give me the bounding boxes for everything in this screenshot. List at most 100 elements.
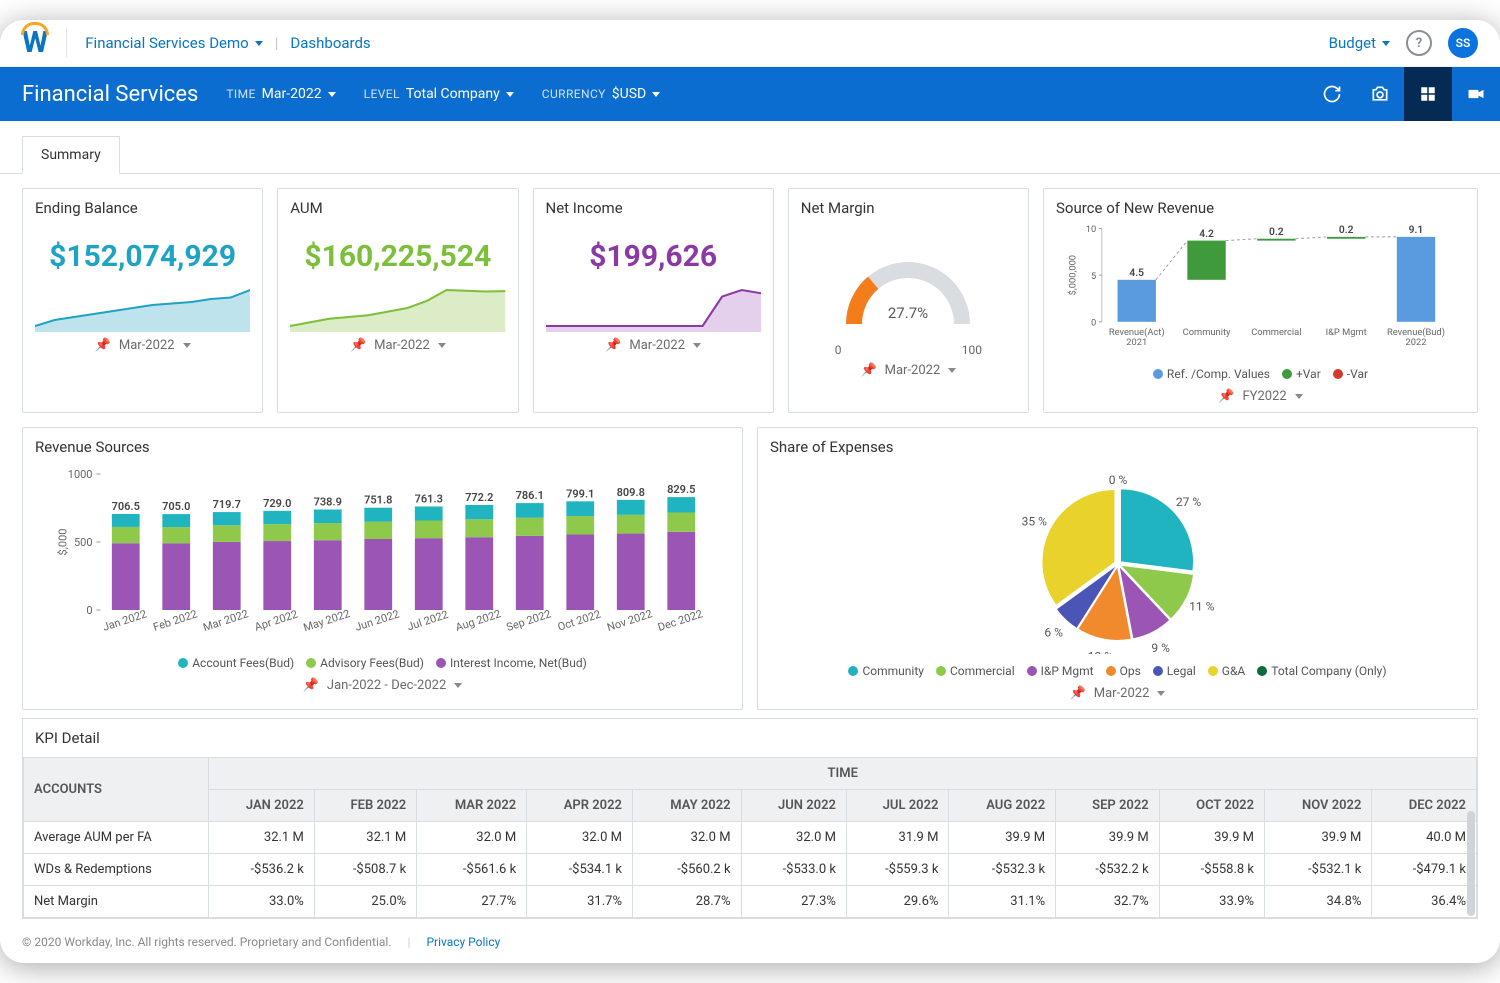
chevron-down-icon (1157, 691, 1165, 696)
svg-text:11 %: 11 % (1189, 600, 1214, 614)
filter-level[interactable]: LEVEL Total Company (364, 86, 514, 102)
svg-text:705.0: 705.0 (162, 500, 190, 513)
pin-icon: 📌 (303, 678, 319, 693)
help-icon[interactable]: ? (1406, 30, 1432, 56)
svg-text:2021: 2021 (1126, 337, 1147, 348)
table-row[interactable]: Net Margin33.0%25.0%27.7%31.7%28.7%27.3%… (24, 886, 1477, 918)
svg-text:$,000: $,000 (57, 529, 70, 556)
chevron-down-icon (948, 368, 956, 373)
breadcrumb-page[interactable]: Dashboards (290, 34, 370, 52)
svg-text:Oct 2022: Oct 2022 (556, 608, 602, 634)
panel-period[interactable]: 📌 Mar-2022 (546, 332, 761, 353)
panel-period[interactable]: 📌 Mar-2022 (801, 357, 1016, 378)
svg-text:35 %: 35 % (1021, 514, 1046, 528)
page-title: Financial Services (22, 82, 198, 107)
pie-chart: 27 %11 %9 %12 %6 %35 %0 % (968, 464, 1268, 654)
svg-text:0: 0 (1091, 318, 1096, 329)
filter-time[interactable]: TIME Mar-2022 (226, 86, 335, 102)
topbar: W Financial Services Demo | Dashboards B… (0, 20, 1500, 67)
filter-bar: Financial Services TIME Mar-2022 LEVEL T… (0, 67, 1500, 121)
panel-title: Revenue Sources (35, 438, 730, 456)
refresh-icon[interactable] (1308, 67, 1356, 121)
chevron-down-icon (183, 343, 191, 348)
gauge-scale: 0100 (801, 343, 1016, 357)
svg-text:719.7: 719.7 (213, 498, 241, 511)
panel-kpi-detail: KPI Detail ACCOUNTSTIMEJAN 2022FEB 2022M… (22, 718, 1478, 919)
kpi-value: $152,074,929 (35, 221, 250, 282)
svg-text:Aug 2022: Aug 2022 (454, 607, 503, 634)
workday-logo[interactable]: W (22, 28, 48, 58)
pin-icon: 📌 (605, 338, 621, 353)
svg-text:6 %: 6 % (1044, 626, 1063, 640)
pin-icon: 📌 (350, 338, 366, 353)
svg-text:9 %: 9 % (1151, 641, 1170, 654)
breadcrumb: Financial Services Demo | Dashboards (85, 34, 370, 52)
svg-text:Dec 2022: Dec 2022 (656, 607, 704, 634)
table-row[interactable]: Average AUM per FA32.1 M32.1 M32.0 M32.0… (24, 822, 1477, 854)
video-icon[interactable] (1452, 67, 1500, 121)
kpi-table: ACCOUNTSTIMEJAN 2022FEB 2022MAR 2022APR … (23, 757, 1477, 918)
panel-title: Ending Balance (35, 199, 250, 217)
svg-text:4.2: 4.2 (1199, 227, 1214, 240)
svg-text:Commercial: Commercial (1251, 327, 1301, 338)
svg-text:772.2: 772.2 (465, 491, 493, 504)
svg-text:809.8: 809.8 (617, 486, 645, 499)
camera-icon[interactable] (1356, 67, 1404, 121)
sparkline (35, 282, 250, 332)
sparkline (546, 282, 761, 332)
svg-text:10: 10 (1086, 224, 1097, 235)
panel-period[interactable]: 📌 Mar-2022 (770, 680, 1465, 701)
scrollbar[interactable] (1467, 811, 1475, 916)
table-row[interactable]: WDs & Redemptions-$536.2 k-$508.7 k-$561… (24, 854, 1477, 886)
chevron-down-icon (1295, 394, 1303, 399)
grid-view-icon[interactable] (1404, 67, 1452, 121)
svg-text:5: 5 (1091, 271, 1096, 282)
filter-currency[interactable]: CURRENCY $USD (542, 86, 660, 102)
privacy-link[interactable]: Privacy Policy (426, 935, 500, 949)
panel-net-income: Net Income $199,626 📌 Mar-2022 (533, 188, 774, 413)
svg-text:738.9: 738.9 (314, 495, 342, 508)
svg-text:Sep 2022: Sep 2022 (505, 607, 553, 634)
svg-text:9.1: 9.1 (1409, 223, 1424, 236)
svg-text:27.7%: 27.7% (888, 304, 928, 322)
svg-text:Nov 2022: Nov 2022 (605, 607, 654, 634)
svg-text:Jul 2022: Jul 2022 (406, 608, 450, 633)
svg-text:12 %: 12 % (1087, 649, 1112, 654)
svg-text:4.5: 4.5 (1129, 266, 1144, 279)
panel-title: KPI Detail (35, 729, 1465, 747)
budget-dropdown[interactable]: Budget (1329, 34, 1390, 52)
svg-text:$,000,000: $,000,000 (1068, 255, 1079, 295)
panel-title: Source of New Revenue (1056, 199, 1465, 217)
chevron-down-icon (454, 683, 462, 688)
svg-text:751.8: 751.8 (364, 494, 392, 507)
divider (66, 29, 67, 57)
chart-legend: Ref. /Comp. Values+Var-Var (1056, 361, 1465, 383)
panel-net-margin: Net Margin 27.7% 0100 📌 Mar-2022 (788, 188, 1029, 413)
pin-icon: 📌 (1070, 686, 1086, 701)
panel-period[interactable]: 📌 Jan-2022 - Dec-2022 (35, 672, 730, 693)
svg-text:706.5: 706.5 (112, 500, 140, 513)
tab-summary[interactable]: Summary (22, 136, 120, 174)
svg-text:I&P Mgmt: I&P Mgmt (1326, 327, 1367, 338)
kpi-value: $199,626 (546, 221, 761, 282)
svg-text:0.2: 0.2 (1269, 225, 1284, 238)
pin-icon: 📌 (860, 363, 876, 378)
pin-icon: 📌 (1218, 389, 1234, 404)
svg-text:829.5: 829.5 (667, 483, 695, 496)
svg-text:Community: Community (1183, 327, 1231, 338)
stacked-bar-chart: 05001000$,000706.5Jan 2022705.0Feb 20227… (35, 460, 730, 650)
panel-period[interactable]: 📌 Mar-2022 (290, 332, 505, 353)
waterfall-chart: 0510$,000,0004.5Revenue(Act)20214.2Commu… (1056, 221, 1465, 361)
panel-period[interactable]: 📌 Mar-2022 (35, 332, 250, 353)
app-window: W Financial Services Demo | Dashboards B… (0, 20, 1500, 963)
svg-text:500: 500 (74, 536, 93, 549)
svg-text:0 %: 0 % (1108, 473, 1127, 487)
panel-period[interactable]: 📌 FY2022 (1056, 383, 1465, 404)
gauge-chart: 27.7% (823, 229, 993, 339)
svg-text:0.2: 0.2 (1339, 223, 1354, 236)
breadcrumb-app[interactable]: Financial Services Demo (85, 34, 262, 52)
panel-title: Net Margin (801, 199, 1016, 217)
user-avatar[interactable]: SS (1448, 28, 1478, 58)
panel-share-expenses: Share of Expenses 27 %11 %9 %12 %6 %35 %… (757, 427, 1478, 710)
svg-text:2022: 2022 (1405, 337, 1426, 348)
